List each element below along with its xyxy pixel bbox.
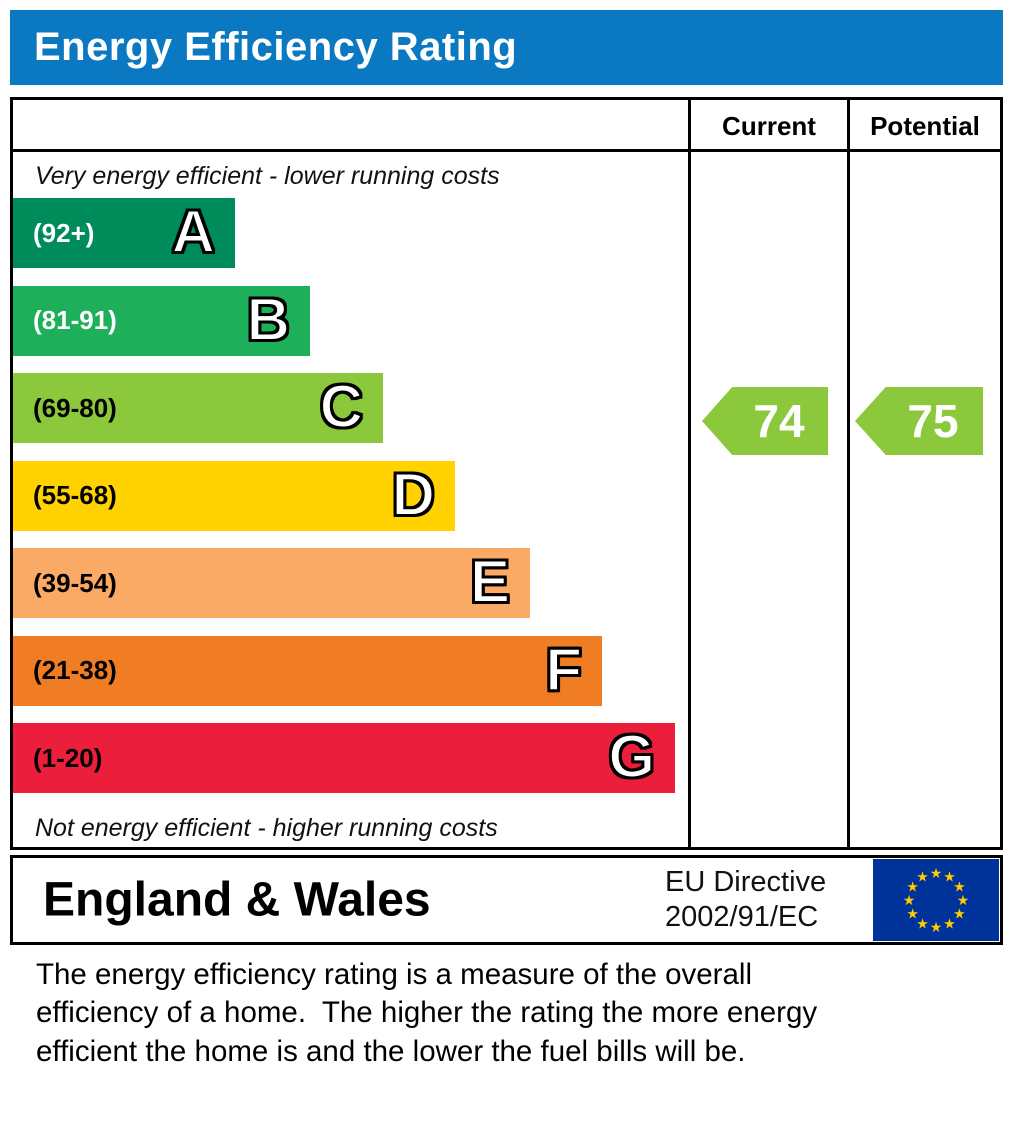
- description-line: efficiency of a home. The higher the rat…: [36, 996, 818, 1030]
- bottom-note: Not energy efficient - higher running co…: [35, 814, 498, 842]
- epc-bands: (92+) A (81-91) B (69-80) C (55-68) D (39-54) E (2…: [13, 198, 688, 808]
- epc-band-A: (92+) A: [13, 198, 235, 268]
- band-range-label: (69-80): [33, 392, 117, 423]
- column-header-row: [13, 100, 1000, 152]
- footer-bar: England & Wales EU Directive 2002/91/EC …: [10, 855, 1003, 945]
- description-text: The energy efficiency rating is a measur…: [36, 956, 993, 1071]
- epc-band-B: (81-91) B: [13, 285, 310, 356]
- page-title-bar: Energy Efficiency Rating: [10, 10, 1003, 85]
- potential-rating-arrow: 75: [855, 387, 983, 455]
- epc-chart: Current Potential Very energy efficient …: [10, 97, 1003, 850]
- epc-band-E: (39-54) E: [13, 548, 530, 618]
- band-letter: G: [607, 722, 656, 790]
- potential-column-header: Potential: [870, 111, 980, 141]
- page-title: Energy Efficiency Rating: [34, 25, 518, 69]
- eu-flag-star: ★: [953, 879, 966, 895]
- eu-flag-star: ★: [903, 892, 916, 908]
- eu-flag-star: ★: [916, 869, 929, 885]
- band-range-label: (55-68): [33, 480, 117, 510]
- current-column-header: Current: [722, 111, 816, 141]
- column-divider-current: [688, 100, 691, 847]
- eu-flag-star: ★: [916, 915, 929, 931]
- epc-band-D: (55-68) D: [13, 460, 455, 531]
- eu-flag-star: ★: [957, 892, 970, 908]
- band-letter: B: [246, 285, 291, 353]
- eu-flag-star: ★: [943, 915, 956, 931]
- eu-directive-label: EU Directive 2002/91/EC: [665, 866, 827, 934]
- band-letter: D: [391, 460, 436, 528]
- eu-flag-icon: ★ ★★★★★★★★★★★: [873, 859, 999, 941]
- band-range-label: (81-91): [33, 305, 117, 335]
- epc-band-G: (1-20) G: [13, 723, 675, 793]
- region-label: England & Wales: [43, 873, 431, 927]
- eu-flag-star: ★: [906, 879, 919, 895]
- band-letter: F: [544, 635, 583, 703]
- epc-band-F: (21-38) F: [13, 635, 602, 706]
- band-letter: E: [469, 547, 511, 615]
- current-rating-value: 74: [753, 395, 805, 447]
- eu-flag-star: ★: [930, 919, 943, 935]
- eu-flag-star: ★: [930, 865, 943, 881]
- band-letter: A: [171, 197, 216, 265]
- description-line: The energy efficiency rating is a measur…: [36, 958, 753, 991]
- band-range-label: (1-20): [33, 742, 103, 773]
- band-range-label: (39-54): [33, 567, 117, 598]
- eu-flag-star: ★: [906, 906, 919, 922]
- epc-band-C: (69-80) C: [13, 373, 383, 443]
- band-letter: C: [319, 372, 364, 440]
- description-line: efficient the home is and the lower the …: [36, 1034, 746, 1068]
- top-note: Very energy efficient - lower running co…: [35, 162, 500, 190]
- current-rating-arrow: 74: [702, 387, 828, 455]
- column-divider-potential: [847, 100, 850, 847]
- eu-flag-star: ★: [953, 906, 966, 922]
- band-range-label: (21-38): [33, 655, 117, 685]
- potential-rating-value: 75: [907, 395, 959, 447]
- band-range-label: (92+): [33, 217, 95, 248]
- eu-flag-star: ★: [943, 869, 956, 885]
